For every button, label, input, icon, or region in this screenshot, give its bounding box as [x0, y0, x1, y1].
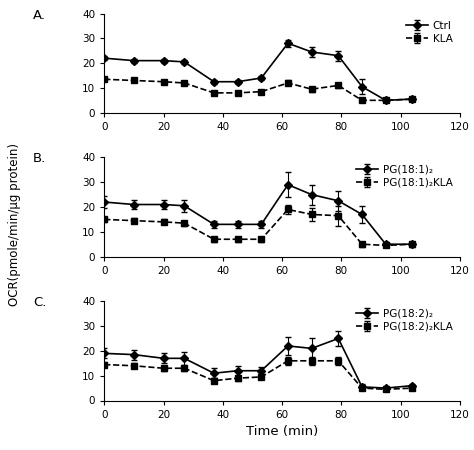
Text: C.: C.: [33, 296, 46, 309]
Text: OCR(pmole/min/μg protein): OCR(pmole/min/μg protein): [8, 144, 21, 306]
Legend: PG(18:1)₂, PG(18:1)₂KLA: PG(18:1)₂, PG(18:1)₂KLA: [354, 162, 455, 190]
Legend: PG(18:2)₂, PG(18:2)₂KLA: PG(18:2)₂, PG(18:2)₂KLA: [354, 306, 455, 334]
X-axis label: Time (min): Time (min): [246, 425, 318, 438]
Text: A.: A.: [33, 9, 46, 22]
Text: B.: B.: [33, 153, 46, 166]
Legend: Ctrl, KLA: Ctrl, KLA: [403, 19, 455, 46]
